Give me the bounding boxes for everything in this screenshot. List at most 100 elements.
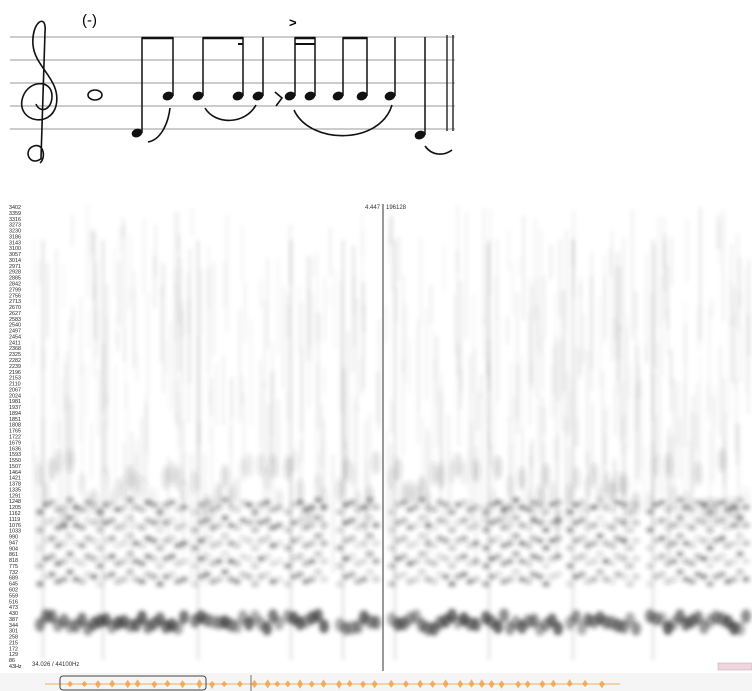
texture-streak: [432, 328, 434, 469]
haze: [54, 449, 62, 474]
texture-streak: [712, 395, 714, 482]
frequency-label: 1765: [9, 429, 21, 435]
texture-streak: [103, 422, 106, 476]
texture-streak: [586, 350, 588, 468]
texture-streak: [661, 274, 663, 377]
texture-streak: [316, 252, 318, 344]
wave-peak: [429, 680, 436, 688]
texture-streak: [272, 368, 274, 494]
texture-streak: [530, 363, 532, 384]
formant: [257, 573, 265, 580]
wave-peak: [134, 679, 141, 688]
formant: [742, 576, 750, 583]
haze: [494, 455, 502, 480]
formant: [602, 522, 610, 529]
haze: [221, 464, 229, 489]
texture-streak: [94, 232, 96, 339]
texture-streak: [667, 265, 669, 331]
formant: [614, 499, 622, 506]
formant: [60, 558, 68, 565]
wave-peak: [388, 679, 395, 688]
formant: [126, 551, 134, 557]
cursor-time: 4.447: [365, 205, 381, 211]
frequency-label: 1033: [9, 529, 21, 535]
texture-streak: [461, 367, 463, 392]
overview-selection[interactable]: [59, 675, 207, 691]
formant: [412, 558, 420, 565]
formant: [66, 551, 74, 557]
haze: [90, 488, 98, 513]
wave-peak: [196, 679, 203, 689]
formant: [251, 527, 259, 533]
texture-streak: [96, 262, 98, 359]
texture-streak: [417, 324, 419, 413]
texture-streak: [679, 417, 681, 479]
formant: [209, 542, 217, 549]
texture-streak: [175, 285, 177, 424]
zoom-control[interactable]: [717, 662, 752, 671]
formant: [676, 569, 684, 575]
texture-streak: [643, 447, 646, 516]
texture-streak: [71, 400, 74, 464]
texture-streak: [122, 217, 124, 238]
formant: [578, 571, 586, 578]
frequency-label: 1550: [9, 458, 21, 464]
onset: [394, 240, 396, 660]
texture-streak: [626, 327, 629, 450]
formant: [724, 542, 732, 549]
texture-streak: [657, 342, 659, 381]
texture-streak: [663, 217, 665, 270]
formant: [48, 499, 56, 506]
formant: [584, 578, 592, 585]
haze: [724, 496, 732, 521]
formant: [494, 517, 502, 524]
texture-streak: [222, 355, 225, 426]
formant: [132, 540, 140, 547]
wave-peak: [478, 679, 485, 688]
texture-streak: [477, 391, 479, 431]
wave-peak: [284, 680, 291, 688]
formant: [620, 501, 628, 508]
formant: [84, 535, 92, 542]
texture-streak: [565, 416, 567, 521]
texture-streak: [591, 402, 594, 476]
texture-streak: [165, 341, 167, 374]
formant: [314, 515, 322, 521]
haze: [174, 465, 182, 490]
wave-peak: [498, 680, 505, 689]
texture-streak: [68, 407, 71, 452]
formant: [736, 533, 744, 539]
formant: [348, 499, 356, 506]
formant: [108, 571, 116, 578]
texture-streak: [699, 206, 702, 342]
texture-streak: [430, 284, 432, 326]
frequency-label: 3359: [9, 211, 21, 217]
formant: [180, 522, 188, 529]
formant: [84, 517, 92, 524]
texture-streak: [353, 275, 355, 314]
formant: [460, 535, 468, 542]
formant: [608, 578, 616, 585]
formant: [406, 560, 414, 567]
texture-streak: [456, 204, 459, 272]
frequency-label: 2885: [9, 276, 21, 282]
formant: [688, 578, 696, 585]
formant: [626, 563, 634, 569]
note-head: [414, 130, 426, 140]
formant: [530, 571, 538, 578]
texture-streak: [287, 304, 290, 421]
formant: [156, 563, 164, 569]
formant: [108, 517, 116, 524]
frequency-label: 1722: [9, 435, 21, 441]
texture-streak: [529, 278, 532, 384]
haze: [296, 478, 304, 503]
formant: [320, 522, 328, 529]
formant: [257, 537, 265, 544]
haze: [114, 477, 122, 502]
frequency-label: 86: [9, 658, 15, 664]
texture-streak: [655, 415, 657, 461]
frequency-label: 2670: [9, 305, 21, 311]
texture-streak: [231, 376, 233, 420]
formant: [694, 517, 702, 524]
texture-streak: [260, 279, 263, 309]
